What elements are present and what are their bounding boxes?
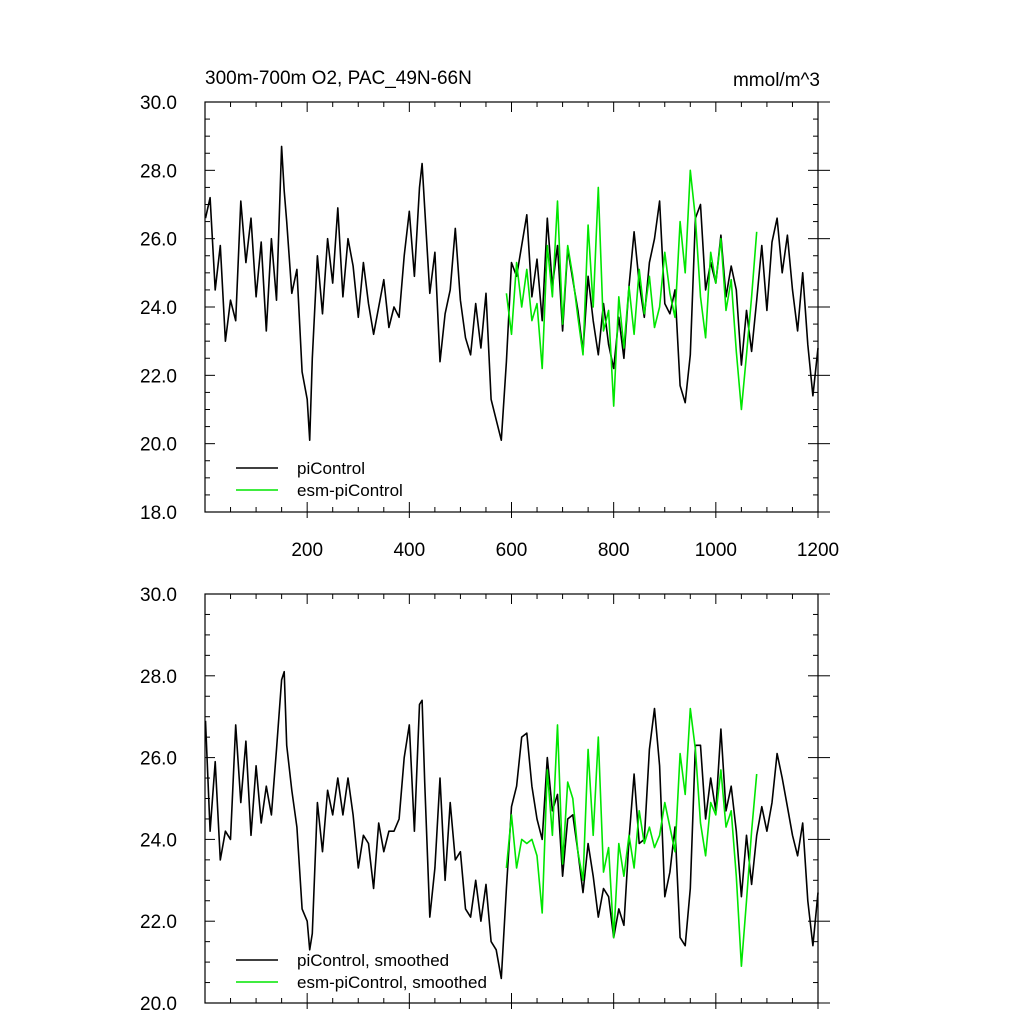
top-panel-units: mmol/m^3 xyxy=(733,70,820,91)
panel1-y-tick-label: 24.0 xyxy=(140,298,177,319)
panel1-series-picontrol-line xyxy=(204,145,819,442)
panel1-x-tick-label: 1000 xyxy=(695,540,737,561)
panel1-legend-label: piControl xyxy=(297,459,365,478)
panel2-series-picontrol-line xyxy=(204,670,819,980)
panel1-x-tick-label: 600 xyxy=(496,540,528,561)
bottom-panel: 20.0 22.0 24.0 26.0 28.0 30.0 piControl, smoot… xyxy=(140,585,830,1015)
panel1-y-tick-label: 26.0 xyxy=(140,230,177,251)
panel1-x-tick-label: 200 xyxy=(291,540,323,561)
panel2-y-tick-label: 26.0 xyxy=(140,749,177,770)
panel2-y-tick-label: 30.0 xyxy=(140,585,177,606)
panel2-legend-label: esm-piControl, smoothed xyxy=(297,973,487,992)
top-panel-title: 300m-700m O2, PAC_49N-66N xyxy=(205,68,472,89)
panel1-y-tick-label: 28.0 xyxy=(140,161,177,182)
panel1-y-tick-label: 20.0 xyxy=(140,435,177,456)
panel2-y-tick-label: 22.0 xyxy=(140,912,177,933)
panel1-y-tick-label: 18.0 xyxy=(140,503,177,524)
panel1-y-tick-label: 30.0 xyxy=(140,93,177,114)
panel1-x-tick-label: 800 xyxy=(598,540,630,561)
panel2-y-tick-label: 20.0 xyxy=(140,994,177,1015)
panel1-x-tick-label: 400 xyxy=(393,540,425,561)
panel1-series-esm-picontrol-line xyxy=(505,169,758,411)
panel2-legend-label: piControl, smoothed xyxy=(297,951,449,970)
panel2-plot-frame xyxy=(204,593,819,1004)
panel2-y-tick-label: 28.0 xyxy=(140,667,177,688)
panel2-series-esm-picontrol-line xyxy=(505,707,758,968)
panel1-legend-label: esm-piControl xyxy=(297,481,403,500)
panel1-y-tick-label: 22.0 xyxy=(140,366,177,387)
panel1-x-tick-label: 1200 xyxy=(797,540,839,561)
top-panel: 300m-700m O2, PAC_49N-66N mmol/m^3 200 40… xyxy=(140,68,839,561)
panel2-y-tick-label: 24.0 xyxy=(140,830,177,851)
